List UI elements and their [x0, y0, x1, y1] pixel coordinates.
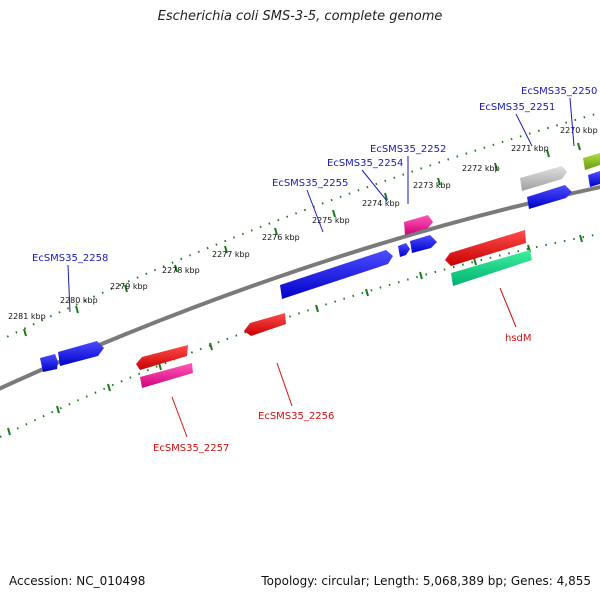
outer-tick-track: [0, 111, 600, 342]
gene-label[interactable]: EcSMS35_2251: [479, 102, 555, 113]
gene-arrow[interactable]: [280, 250, 393, 299]
tick-label: 2278 kbp: [162, 266, 200, 275]
tick-label: 2275 kbp: [312, 216, 350, 225]
gene-label[interactable]: EcSMS35_2258: [32, 253, 108, 264]
gene-arrow[interactable]: [40, 354, 58, 372]
gene-arrow[interactable]: [445, 230, 526, 266]
tick-label: 2279 kbp: [110, 282, 148, 291]
forward-genes: [40, 153, 600, 372]
gene-label[interactable]: hsdM: [505, 333, 532, 344]
gene-label[interactable]: EcSMS35_2252: [370, 144, 446, 155]
gene-arrow[interactable]: [520, 166, 567, 191]
gene-arrow[interactable]: [583, 153, 600, 170]
tick-label: 2272 kbp: [462, 164, 500, 173]
tick-label: 2276 kbp: [262, 233, 300, 242]
gene-arrow[interactable]: [588, 171, 600, 187]
gene-label[interactable]: EcSMS35_2254: [327, 158, 403, 169]
tick-label: 2280 kbp: [60, 296, 98, 305]
gene-arrow[interactable]: [136, 345, 188, 370]
gene-arrow[interactable]: [398, 243, 410, 257]
reverse-genes: [136, 230, 532, 388]
gene-label[interactable]: EcSMS35_2250: [521, 86, 597, 97]
tick-label: 2270 kbp: [560, 126, 598, 135]
genome-summary-text: Topology: circular; Length: 5,068,389 bp…: [261, 574, 591, 588]
outer-major-ticks: [23, 142, 581, 337]
gene-arrow[interactable]: [527, 185, 572, 209]
gene-arrow[interactable]: [140, 363, 193, 388]
label-leaders: [67, 97, 575, 438]
tick-label: 2274 kbp: [362, 199, 400, 208]
tick-label: 2281 kbp: [8, 312, 46, 321]
map-title: Escherichia coli SMS-3-5, complete genom…: [157, 9, 443, 24]
gene-label[interactable]: EcSMS35_2257: [153, 443, 229, 454]
gene-label[interactable]: EcSMS35_2255: [272, 178, 348, 189]
tick-label: 2277 kbp: [212, 250, 250, 259]
gene-label[interactable]: EcSMS35_2256: [258, 411, 334, 422]
accession-text: Accession: NC_010498: [9, 574, 146, 588]
gene-arrow[interactable]: [410, 235, 437, 253]
gene-arrow[interactable]: [244, 313, 286, 336]
gene-arrow[interactable]: [58, 341, 104, 366]
gene-arrow[interactable]: [404, 215, 433, 235]
tick-label: 2271 kbp: [511, 144, 549, 153]
tick-label: 2273 kbp: [413, 181, 451, 190]
gene-arrow[interactable]: [451, 250, 532, 286]
